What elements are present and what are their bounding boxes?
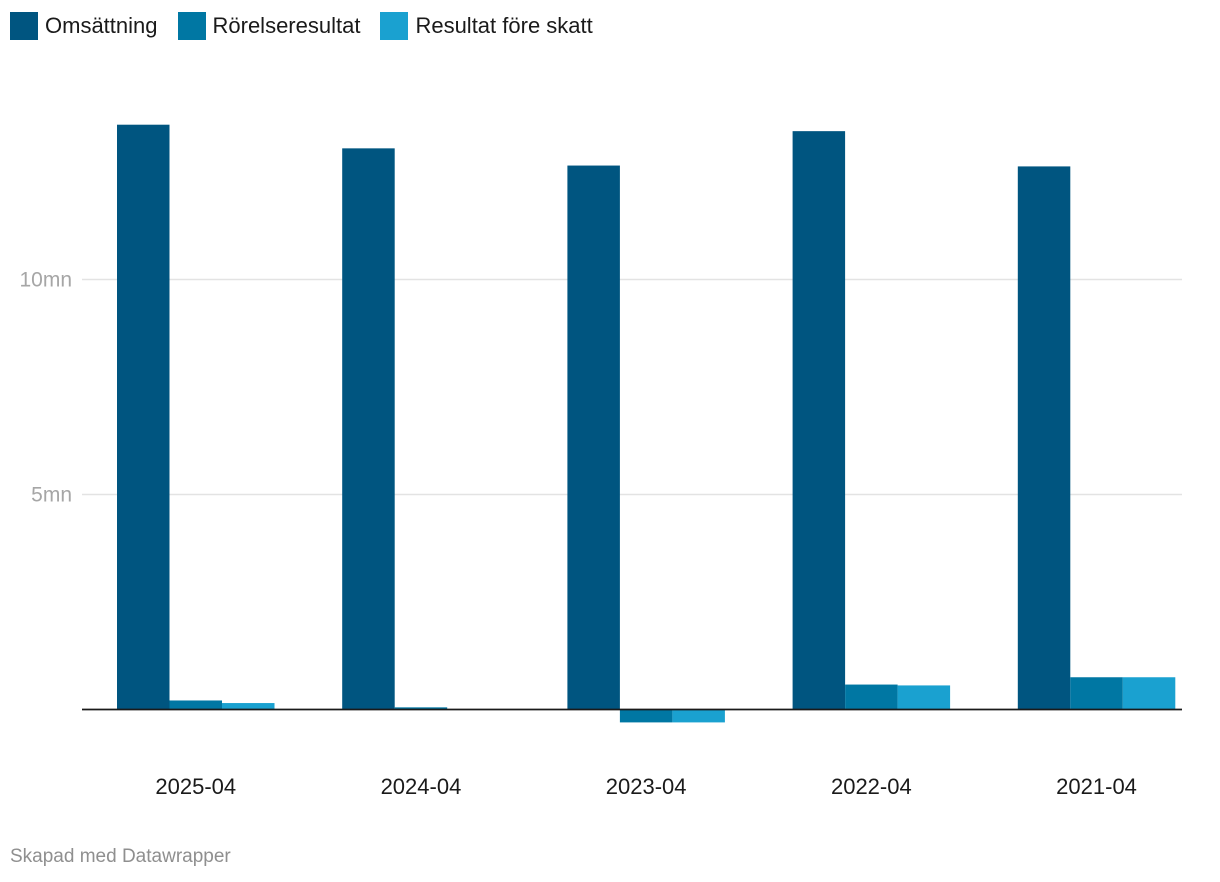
x-category-label: 2022-04 (831, 774, 912, 799)
legend: Omsättning Rörelseresultat Resultat före… (10, 12, 593, 40)
bar (342, 148, 395, 710)
y-tick-label: 5mn (31, 484, 72, 507)
bar (619, 709, 673, 723)
bar (117, 124, 170, 710)
bar (567, 165, 620, 710)
legend-swatch (380, 12, 409, 40)
legend-swatch (177, 12, 206, 40)
bar (897, 685, 951, 710)
bar (672, 709, 725, 723)
bar (169, 700, 222, 710)
bar (1122, 677, 1176, 710)
footer-credit: Skapad med Datawrapper (10, 846, 231, 867)
legend-item-rorelseresultat: Rörelseresultat (177, 12, 361, 40)
bar (222, 703, 275, 710)
bar (1070, 677, 1123, 710)
x-category-label: 2023-04 (606, 774, 687, 799)
legend-label: Rörelseresultat (212, 13, 361, 38)
bar (394, 707, 448, 710)
bar (792, 131, 846, 710)
x-category-label: 2021-04 (1056, 774, 1137, 799)
x-category-label: 2024-04 (381, 774, 462, 799)
legend-label: Omsättning (45, 13, 158, 38)
y-tick-label: 10mn (19, 269, 72, 292)
legend-item-resultat-fore-skatt: Resultat före skatt (380, 12, 593, 40)
legend-label: Resultat före skatt (415, 13, 593, 38)
legend-swatch (10, 12, 38, 40)
bar (1017, 166, 1071, 710)
legend-item-omsattning: Omsättning (10, 12, 158, 40)
bar (845, 684, 898, 710)
x-category-label: 2025-04 (155, 774, 236, 799)
